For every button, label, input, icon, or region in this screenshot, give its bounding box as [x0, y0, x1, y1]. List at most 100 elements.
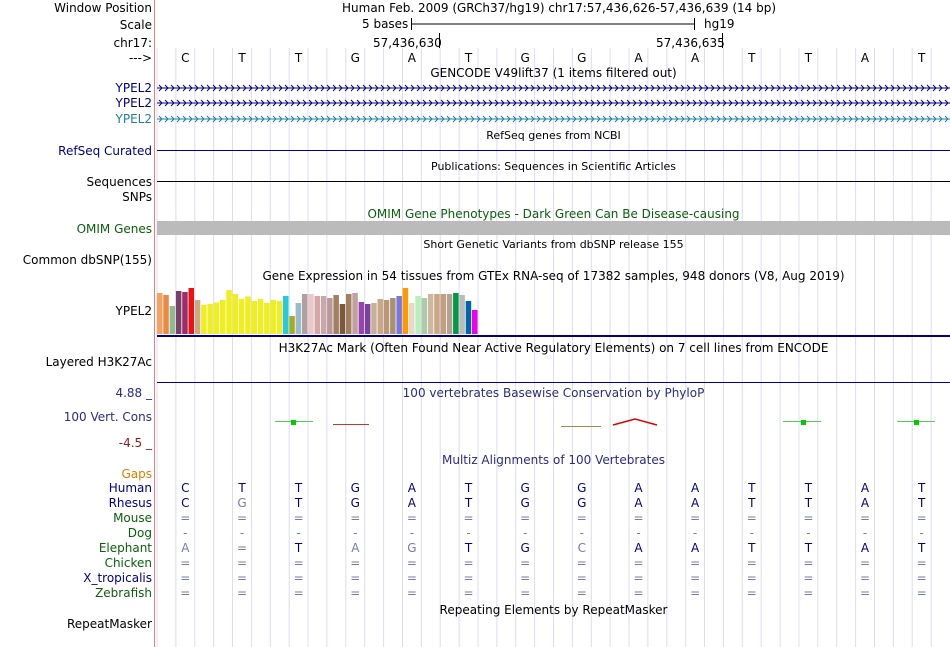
- aligned-base: A: [351, 541, 360, 555]
- gencode-gene-label-3[interactable]: YPEL2: [115, 112, 152, 126]
- aligned-base: =: [576, 556, 587, 570]
- strand-chevron: [374, 84, 379, 92]
- conservation-plot[interactable]: [157, 412, 950, 432]
- strand-chevron: [518, 115, 523, 123]
- omim-label[interactable]: OMIM Genes: [76, 222, 152, 236]
- gtex-gene-label[interactable]: YPEL2: [115, 304, 152, 318]
- gencode-gene-label-2[interactable]: YPEL2: [115, 96, 152, 110]
- strand-chevron: [566, 99, 571, 107]
- strand-chevron: [902, 99, 907, 107]
- species-label[interactable]: Dog: [127, 526, 152, 540]
- gencode-gene-3[interactable]: [157, 114, 950, 124]
- dbsnp-track-title[interactable]: Short Genetic Variants from dbSNP releas…: [423, 238, 684, 251]
- strand-chevron: [494, 84, 499, 92]
- strand-chevron: [812, 115, 817, 123]
- dbsnp-label[interactable]: Common dbSNP(155): [22, 253, 152, 267]
- aligned-base: G: [350, 496, 360, 510]
- strand-chevron: [158, 84, 163, 92]
- strand-chevron: [230, 84, 235, 92]
- species-label[interactable]: Rhesus: [108, 496, 152, 510]
- aligned-base: =: [463, 511, 474, 525]
- strand-chevron: [176, 84, 181, 92]
- multiz-track-title[interactable]: Multiz Alignments of 100 Vertebrates: [441, 453, 666, 467]
- strand-chevron: [842, 115, 847, 123]
- strand-chevron: [524, 84, 529, 92]
- gtex-bar-chart[interactable]: [157, 284, 557, 336]
- gtex-tissue-bar: [289, 316, 295, 334]
- species-label[interactable]: Elephant: [98, 541, 152, 555]
- publications-line[interactable]: [157, 181, 950, 182]
- strand-chevron: [890, 115, 895, 123]
- refseq-gene-line[interactable]: [157, 150, 950, 151]
- species-label[interactable]: X_tropicalis: [83, 571, 152, 585]
- gencode-gene-label-1[interactable]: YPEL2: [115, 81, 152, 95]
- h3k27ac-track-title[interactable]: H3K27Ac Mark (Often Found Near Active Re…: [278, 341, 829, 355]
- gtex-track-title[interactable]: Gene Expression in 54 tissues from GTEx …: [262, 269, 845, 283]
- conservation-track-title[interactable]: 100 vertebrates Basewise Conservation by…: [402, 386, 705, 400]
- strand-chevron: [704, 115, 709, 123]
- gtex-tissue-bar: [301, 294, 308, 334]
- strand-chevron: [530, 99, 535, 107]
- aligned-base: T: [294, 481, 303, 495]
- scale-assembly: hg19: [704, 17, 735, 31]
- strand-chevron: [680, 99, 685, 107]
- strand-chevron: [854, 84, 859, 92]
- species-label[interactable]: Zebrafish: [95, 586, 152, 600]
- strand-chevron: [638, 115, 643, 123]
- gtex-tissue-bar: [409, 303, 415, 334]
- species-label[interactable]: Chicken: [104, 556, 152, 570]
- gencode-track-title[interactable]: GENCODE V49lift37 (1 items filtered out): [430, 66, 677, 80]
- strand-chevron: [836, 99, 841, 107]
- strand-chevron: [674, 115, 679, 123]
- strand-chevron: [698, 99, 703, 107]
- aligned-base: =: [180, 556, 191, 570]
- species-label[interactable]: Human: [108, 481, 152, 495]
- strand-chevron: [302, 99, 307, 107]
- repeatmasker-label[interactable]: RepeatMasker: [66, 617, 152, 631]
- aligned-base: =: [293, 571, 304, 585]
- gtex-baseline: [157, 335, 950, 337]
- strand-chevron: [848, 99, 853, 107]
- strand-chevron: [902, 84, 907, 92]
- sequences-label[interactable]: Sequences: [86, 175, 152, 189]
- aligned-base: T: [748, 481, 756, 495]
- reference-base: T: [804, 51, 813, 65]
- gtex-tissue-bar: [169, 306, 176, 334]
- strand-chevron: [926, 115, 931, 123]
- repeatmasker-track-title[interactable]: Repeating Elements by RepeatMasker: [439, 603, 668, 617]
- conservation-label[interactable]: 100 Vert. Cons: [63, 410, 152, 424]
- gencode-gene-1[interactable]: [157, 83, 950, 93]
- gencode-gene-2[interactable]: [157, 98, 950, 108]
- strand-chevron: [344, 99, 349, 107]
- gtex-tissue-bar: [157, 293, 163, 334]
- strand-chevron: [422, 99, 427, 107]
- strand-chevron: [890, 99, 895, 107]
- aligned-base: G: [520, 481, 530, 495]
- strand-chevron: [710, 115, 715, 123]
- gtex-tissue-bar: [383, 300, 390, 334]
- strand-chevron: [938, 115, 943, 123]
- aligned-base: T: [464, 541, 473, 555]
- strand-chevron: [944, 115, 949, 123]
- strand-chevron: [470, 115, 475, 123]
- species-label[interactable]: Mouse: [113, 511, 152, 525]
- strand-chevron: [572, 99, 577, 107]
- strand-chevron: [812, 84, 817, 92]
- gaps-label[interactable]: Gaps: [121, 467, 152, 481]
- refseq-label[interactable]: RefSeq Curated: [58, 144, 152, 158]
- strand-chevron: [326, 99, 331, 107]
- gtex-tissue-bar: [352, 293, 358, 334]
- gtex-tissue-bar: [308, 294, 314, 334]
- refseq-track-title[interactable]: RefSeq genes from NCBI: [486, 129, 621, 142]
- snps-label[interactable]: SNPs: [122, 190, 152, 204]
- omim-gene-block[interactable]: [157, 221, 950, 235]
- strand-chevron: [578, 99, 583, 107]
- strand-chevron: [614, 99, 619, 107]
- omim-track-title[interactable]: OMIM Gene Phenotypes - Dark Green Can Be…: [367, 207, 740, 221]
- publications-track-title[interactable]: Publications: Sequences in Scientific Ar…: [431, 160, 676, 173]
- strand-chevron: [434, 84, 439, 92]
- strand-chevron: [884, 115, 889, 123]
- h3k27ac-label[interactable]: Layered H3K27Ac: [45, 355, 152, 369]
- strand-chevron: [470, 99, 475, 107]
- strand-chevron: [194, 115, 199, 123]
